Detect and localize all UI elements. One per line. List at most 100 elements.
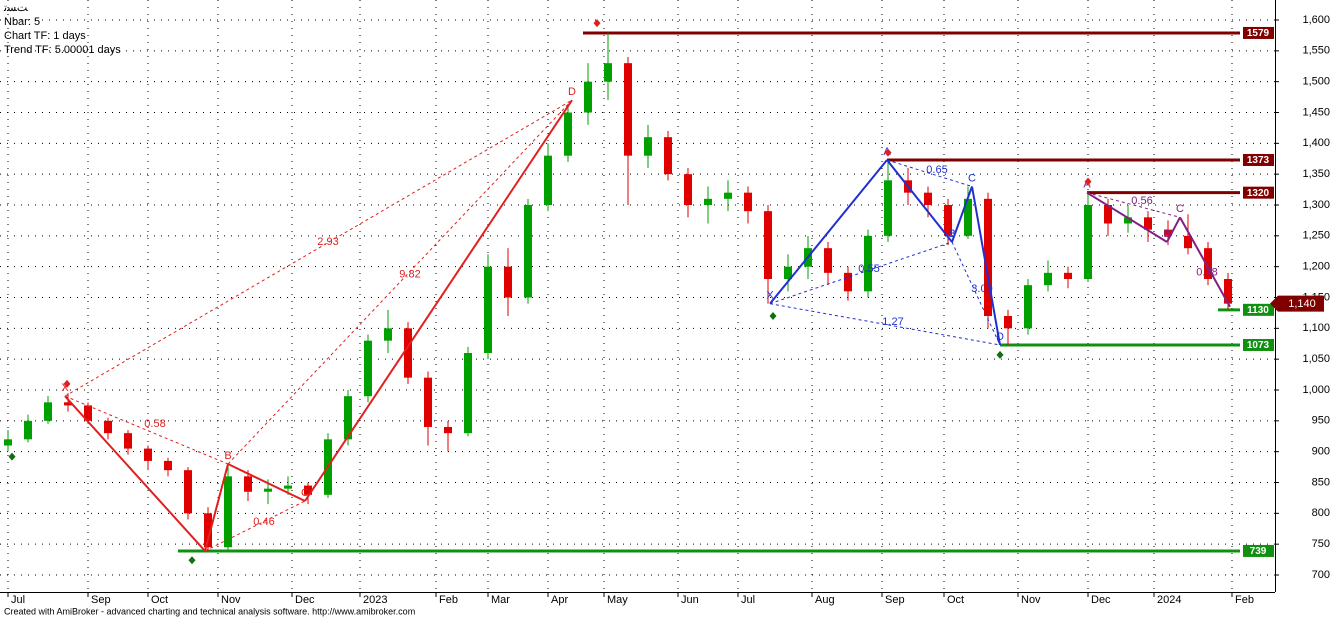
- y-tick-label: 800: [1312, 507, 1330, 519]
- x-tick-label: Oct: [947, 594, 964, 606]
- ratio-label: 1.27: [882, 316, 903, 328]
- candle-body: [484, 266, 492, 353]
- candle-body: [884, 180, 892, 236]
- x-tick-label: May: [607, 594, 628, 606]
- y-tick-label: 1,100: [1302, 322, 1330, 334]
- pattern-leg: [204, 463, 229, 552]
- candle-body: [504, 266, 512, 298]
- pattern-point-label: B: [1163, 228, 1170, 240]
- candle-body: [404, 328, 412, 378]
- x-tick-label: Aug: [815, 594, 835, 606]
- x-tick-label: Jun: [681, 594, 699, 606]
- last-price-box: [1270, 295, 1324, 312]
- candle-body: [1204, 248, 1212, 279]
- pivot-marker: [769, 312, 777, 320]
- level-label: 1373: [1247, 155, 1270, 166]
- pattern-point-label: D: [996, 331, 1004, 343]
- ratio-label: 0.55: [858, 263, 879, 275]
- level-box: [1243, 544, 1274, 557]
- candle-body: [364, 340, 372, 397]
- candle-body: [284, 485, 292, 489]
- y-tick-label: 850: [1312, 476, 1330, 488]
- y-tick-label: 900: [1312, 446, 1330, 458]
- level-box: [1243, 338, 1274, 351]
- pivot-marker: [188, 556, 196, 565]
- candle-body: [944, 205, 952, 236]
- level-label: 1320: [1247, 188, 1270, 199]
- x-tick-label: Dec: [1091, 594, 1111, 606]
- y-tick-label: 1,300: [1302, 199, 1330, 211]
- y-tick-label: 1,050: [1302, 353, 1330, 365]
- pattern-leg: [227, 463, 306, 502]
- ratio-label: 0.65: [926, 164, 947, 176]
- x-tick-label: Sep: [885, 594, 905, 606]
- level-box: [1243, 186, 1274, 199]
- pattern-point-label: C: [968, 172, 976, 184]
- level-label: 1073: [1247, 340, 1270, 351]
- level-box: [1243, 153, 1274, 166]
- x-tick-label: Nov: [221, 594, 241, 606]
- y-tick-label: 1,250: [1302, 230, 1330, 242]
- candle-body: [964, 198, 972, 236]
- candle-body: [244, 476, 252, 492]
- pattern-leg: [951, 186, 973, 243]
- candle-body: [1004, 316, 1012, 329]
- candle-body: [1224, 279, 1232, 304]
- candle-body: [624, 63, 632, 156]
- x-tick-label: Feb: [439, 594, 458, 606]
- y-tick-label: 700: [1312, 569, 1330, 581]
- candle-body: [304, 485, 312, 495]
- pattern-dashed: [204, 500, 306, 552]
- header-text: ﺖﺴﺗ: [3, 2, 28, 14]
- candle-body: [844, 272, 852, 292]
- x-tick-label: Mar: [491, 594, 510, 606]
- y-tick-label: 1,000: [1302, 384, 1330, 396]
- pivot-marker: [593, 19, 601, 28]
- candle-body: [824, 248, 832, 273]
- x-tick-label: Oct: [151, 594, 168, 606]
- pattern-leg: [64, 395, 206, 552]
- candle-body: [184, 470, 192, 514]
- candle-body: [1124, 217, 1132, 224]
- pattern-dashed: [951, 241, 1001, 346]
- pattern-point-label: D: [568, 86, 576, 98]
- candle-body: [544, 155, 552, 205]
- x-tick-label: Apr: [551, 594, 568, 606]
- level-box: [1243, 26, 1274, 39]
- candle-body: [384, 328, 392, 341]
- ratio-label: 0.78: [1196, 267, 1217, 279]
- level-label: 1130: [1247, 305, 1269, 316]
- candle-body: [124, 433, 132, 449]
- ratio-label: 0.58: [144, 418, 165, 430]
- y-tick-label: 1,550: [1302, 45, 1330, 57]
- candle-body: [204, 513, 212, 548]
- last-price-label: 1,140: [1288, 298, 1316, 310]
- header-text: Trend TF: 5.00001 days: [4, 44, 121, 56]
- y-tick-label: 1,600: [1302, 14, 1330, 26]
- candle-body: [1084, 205, 1092, 279]
- level-label: 1579: [1247, 28, 1270, 39]
- y-tick-label: 1,500: [1302, 76, 1330, 88]
- candle-body: [704, 198, 712, 205]
- pivot-marker: [63, 379, 71, 388]
- pattern-leg: [769, 159, 888, 305]
- candle-body: [1044, 272, 1052, 286]
- candle-body: [604, 63, 612, 82]
- candle-body: [864, 235, 872, 292]
- pivot-marker: [884, 148, 892, 157]
- y-tick-label: 1,350: [1302, 168, 1330, 180]
- pattern-point-label: X: [61, 382, 69, 394]
- candle-body: [164, 460, 172, 471]
- candle-body: [264, 488, 272, 492]
- x-tick-label: Jul: [11, 594, 25, 606]
- candle-body: [584, 81, 592, 113]
- header-text: Nbar: 5: [4, 16, 40, 28]
- candle-body: [764, 211, 772, 279]
- pattern-leg: [971, 186, 1001, 346]
- y-tick-label: 950: [1312, 415, 1330, 427]
- candle-body: [724, 192, 732, 199]
- ratio-label: 0.46: [253, 516, 274, 528]
- candle-body: [524, 205, 532, 298]
- x-tick-label: Feb: [1235, 594, 1254, 606]
